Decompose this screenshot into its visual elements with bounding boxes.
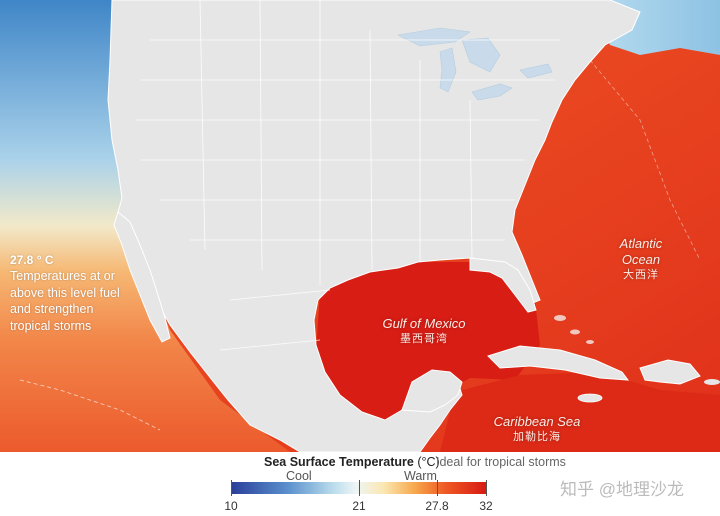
caribbean-label-zh: 加勒比海	[513, 431, 561, 443]
atlantic-label-zh: 大西洋	[623, 269, 659, 281]
colorbar-tick	[437, 480, 438, 496]
maritime-boundary-line	[19, 379, 161, 431]
gulf-label-en: Gulf of Mexico	[382, 316, 466, 331]
sea-surface-temperature-map	[0, 0, 720, 452]
legend-warm-label: Warm	[404, 469, 437, 483]
caribbean-sea-area	[440, 372, 720, 452]
legend-unit: (°C)	[413, 455, 440, 469]
jamaica-island	[577, 393, 603, 403]
puerto-rico-island	[704, 379, 720, 385]
great-lakes	[397, 27, 553, 101]
threshold-value: 27.8 ° C	[10, 253, 54, 267]
colorbar-tick-label: 32	[479, 499, 493, 513]
colorbar-tick-label: 27.8	[425, 499, 449, 513]
bahamas-islands	[554, 315, 594, 344]
pacific-ocean-area	[0, 0, 290, 452]
caribbean-label-en: Caribbean Sea	[493, 414, 581, 429]
state-borders	[135, 0, 560, 351]
atlantic-ocean-label: Atlantic Ocean 大西洋	[602, 236, 680, 282]
gulf-of-mexico-label: Gulf of Mexico 墨西哥湾	[362, 316, 486, 346]
baja-california	[113, 211, 171, 343]
legend-ideal-text: Ideal for tropical storms	[436, 455, 566, 469]
colorbar-tick	[359, 480, 360, 496]
threshold-description: Temperatures at or above this level fuel…	[10, 269, 120, 333]
gulf-label-zh: 墨西哥湾	[400, 333, 448, 345]
temperature-legend: Sea Surface Temperature (°C) Ideal for t…	[0, 452, 720, 516]
maritime-boundary-line	[589, 59, 701, 261]
legend-title: Sea Surface Temperature (°C)	[264, 455, 440, 469]
colorbar-tick-label: 10	[224, 499, 238, 513]
temperature-colorbar	[231, 482, 486, 494]
caribbean-sea-label: Caribbean Sea 加勒比海	[482, 414, 592, 444]
atlantic-label-en: Atlantic Ocean	[619, 236, 663, 267]
legend-cool-label: Cool	[286, 469, 312, 483]
colorbar-tick	[486, 480, 487, 496]
threshold-annotation: 27.8 ° C Temperatures at or above this l…	[10, 252, 122, 334]
zhihu-watermark: 知乎 @地理沙龙	[560, 480, 684, 499]
legend-title-text: Sea Surface Temperature	[264, 455, 414, 469]
colorbar-tick	[231, 480, 232, 496]
hispaniola-island	[639, 359, 701, 385]
florida-peninsula	[469, 257, 537, 313]
yucatan-peninsula	[401, 369, 463, 413]
gulf-of-mexico-area	[315, 262, 540, 428]
colorbar-tick-label: 21	[352, 499, 366, 513]
cuba-island	[487, 345, 630, 381]
